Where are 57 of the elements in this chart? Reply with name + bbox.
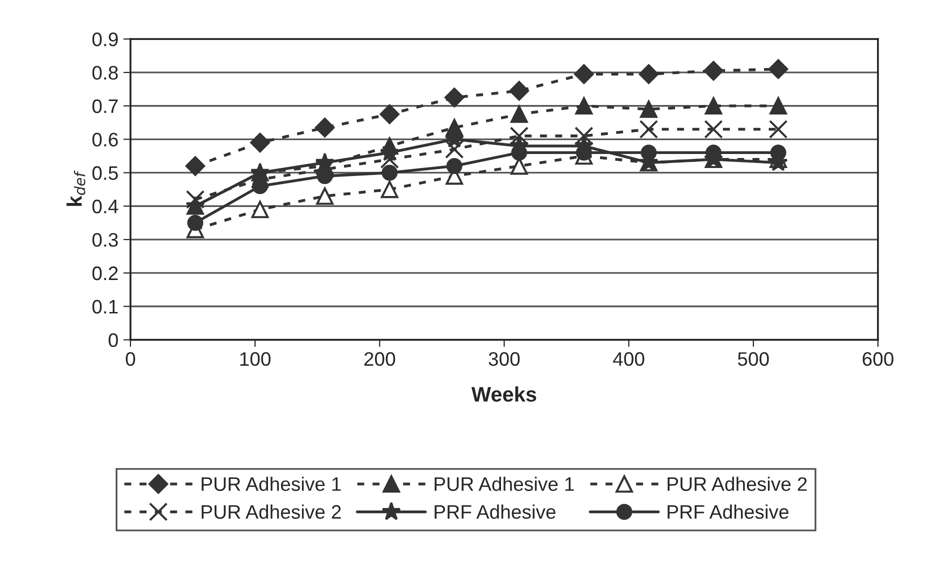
point	[187, 214, 204, 231]
legend-label: PRF Adhesive	[668, 504, 788, 519]
y-axis-title: k$_{def}$	[66, 170, 86, 206]
point	[380, 104, 400, 124]
point	[382, 164, 398, 181]
legend-label: PUR Adhesive 1	[434, 476, 574, 491]
y-tick-label: 0.1	[92, 300, 118, 314]
x-tick-label: 500	[738, 352, 769, 366]
point	[316, 187, 334, 205]
point	[704, 97, 722, 115]
point	[510, 106, 528, 123]
point	[314, 118, 335, 138]
legend-label: PUR Adhesive 2	[202, 504, 341, 519]
point	[638, 64, 659, 84]
point	[444, 88, 464, 108]
y-tick-label: 0.3	[92, 233, 118, 247]
x-tick-label: 200	[364, 352, 396, 366]
x-tick-label: 300	[488, 352, 520, 366]
y-tick-label: 0	[108, 333, 118, 348]
y-tick-label: 0.5	[92, 166, 118, 180]
point	[185, 156, 206, 176]
x-tick-label: 400	[613, 352, 644, 366]
point	[770, 144, 786, 161]
legend-label: PRF Adhesive	[434, 504, 556, 519]
point	[511, 144, 528, 161]
point	[186, 190, 205, 209]
x-tick-label: 0	[126, 352, 136, 366]
point	[768, 59, 788, 79]
point	[704, 60, 724, 81]
y-tick-label: 0.6	[92, 132, 118, 147]
point	[445, 140, 464, 159]
point	[509, 80, 530, 101]
point	[446, 158, 462, 174]
point	[250, 132, 270, 153]
y-tick-label: 0.2	[92, 266, 118, 280]
point	[380, 180, 398, 198]
legend-label: PUR Adhesive 2	[668, 476, 807, 491]
y-tick-label: 0.9	[92, 32, 118, 46]
point	[770, 97, 787, 115]
point	[250, 170, 270, 189]
y-tick-label: 0.4	[92, 200, 118, 214]
point	[251, 200, 269, 218]
point	[575, 97, 593, 115]
y-tick-label: 0.8	[92, 66, 118, 80]
point	[639, 120, 658, 139]
x-axis-title: Weeks	[471, 386, 536, 402]
x-tick-label: 100	[240, 352, 271, 366]
point	[380, 150, 399, 169]
point	[640, 100, 658, 118]
y-tick-label: 0.7	[92, 99, 118, 114]
point	[768, 120, 788, 139]
x-tick-label: 600	[862, 352, 894, 366]
point	[640, 144, 657, 161]
point	[574, 64, 594, 84]
legend-label: PUR Adhesive 1	[202, 476, 341, 491]
point	[704, 120, 723, 139]
point	[315, 160, 334, 179]
